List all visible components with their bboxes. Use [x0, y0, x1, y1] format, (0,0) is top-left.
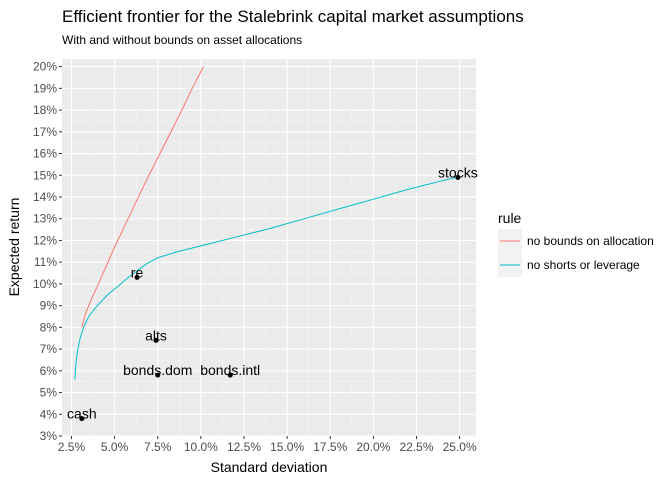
- x-tick-label: 17.5%: [313, 440, 347, 454]
- y-tick-label: 5%: [40, 386, 58, 400]
- series-line-0: [81, 66, 204, 328]
- x-tick-label: 7.5%: [144, 440, 172, 454]
- y-tick-label: 17%: [33, 125, 57, 139]
- y-tick-label: 20%: [33, 60, 57, 74]
- y-tick-label: 16%: [33, 147, 57, 161]
- chart-title: Efficient frontier for the Stalebrink ca…: [62, 7, 524, 26]
- asset-label: bonds.intl: [200, 362, 260, 378]
- chart-subtitle: With and without bounds on asset allocat…: [62, 33, 303, 47]
- asset-point: [153, 337, 159, 343]
- x-tick-label: 10.0%: [184, 440, 218, 454]
- asset-point: [227, 372, 233, 378]
- asset-point: [79, 416, 85, 422]
- asset-point: [455, 174, 461, 180]
- legend-title: rule: [498, 210, 522, 226]
- y-tick-label: 10%: [33, 277, 57, 291]
- y-tick-label: 4%: [40, 407, 58, 421]
- asset-label: re: [131, 264, 144, 280]
- x-tick-label: 15.0%: [270, 440, 304, 454]
- y-tick-label: 13%: [33, 212, 57, 226]
- y-tick-label: 11%: [34, 255, 57, 269]
- x-tick-label: 2.5%: [58, 440, 86, 454]
- grid-minor: [62, 59, 476, 436]
- x-tick-label: 5.0%: [101, 440, 129, 454]
- y-tick-label: 3%: [40, 429, 58, 443]
- legend: rule no bounds on allocation no shorts or…: [498, 210, 654, 277]
- y-tick-label: 12%: [33, 233, 57, 247]
- asset-label: cash: [67, 406, 97, 422]
- asset-point: [134, 274, 140, 280]
- y-tick-label: 8%: [40, 320, 58, 334]
- y-tick-label: 14%: [33, 190, 57, 204]
- plot-panel: [62, 59, 476, 436]
- y-tick-label: 9%: [40, 299, 58, 313]
- asset-point: [155, 372, 161, 378]
- y-axis: 3% 4% 5% 6% 7% 8% 9% 10% 11% 12% 13% 14% 15% 16% 17% 18…: [33, 60, 62, 443]
- x-tick-label: 25.0%: [443, 440, 477, 454]
- grid-major: [62, 59, 476, 437]
- y-tick-label: 7%: [40, 342, 58, 356]
- x-tick-label: 22.5%: [399, 440, 433, 454]
- x-axis: 2.5% 5.0% 7.5% 10.0% 12.5% 15.0% 17.5% 20.0% 22.…: [58, 436, 477, 454]
- x-tick-label: 20.0%: [356, 440, 390, 454]
- legend-label-1: no shorts or leverage: [527, 258, 640, 272]
- y-tick-label: 19%: [33, 81, 57, 95]
- series-line-1: [74, 176, 457, 380]
- series-layer: [74, 66, 457, 380]
- asset-label: alts: [145, 327, 167, 343]
- y-axis-title: Expected return: [6, 198, 22, 297]
- legend-label-0: no bounds on allocation: [527, 234, 654, 248]
- x-tick-label: 12.5%: [227, 440, 261, 454]
- points-layer: stocks re alts bonds.dom bonds.intl cash: [67, 164, 478, 421]
- asset-label: bonds.dom: [123, 362, 192, 378]
- asset-label: stocks: [438, 164, 478, 180]
- y-tick-label: 15%: [33, 168, 57, 182]
- x-axis-title: Standard deviation: [211, 459, 328, 475]
- y-tick-label: 6%: [40, 364, 58, 378]
- y-tick-label: 18%: [33, 103, 57, 117]
